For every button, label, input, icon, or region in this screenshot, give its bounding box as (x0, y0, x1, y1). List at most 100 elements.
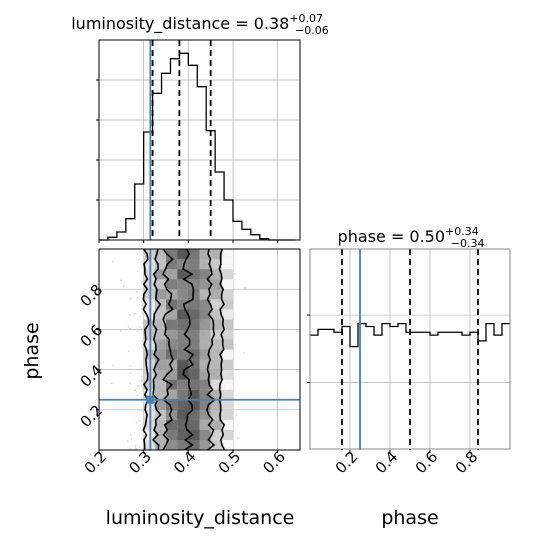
density-cell (210, 419, 222, 430)
density-cell (188, 329, 200, 340)
density-cell (177, 409, 189, 420)
scatter-point (127, 440, 129, 442)
density-cell (154, 429, 166, 440)
density-cell (166, 399, 178, 410)
density-cell (166, 339, 178, 350)
scatter-point (130, 438, 133, 441)
density-cell (143, 339, 155, 350)
density-cell (210, 249, 222, 260)
density-cell (166, 419, 178, 430)
density-cell (143, 309, 155, 320)
scatter-point (244, 287, 246, 289)
density-cell (143, 349, 155, 360)
density-cell (143, 299, 155, 310)
density-cell (177, 399, 189, 410)
density-cell (177, 279, 189, 290)
density-cell (188, 389, 200, 400)
scatter-point (129, 314, 132, 316)
scatter-point (139, 420, 141, 423)
scatter-point (134, 445, 137, 448)
density-cell (143, 259, 155, 270)
density-cell (166, 409, 178, 420)
density-cell (199, 299, 211, 310)
density-cell (188, 309, 200, 320)
density-cell (143, 329, 155, 340)
density-cell (154, 259, 166, 270)
density-cell (188, 429, 200, 440)
scatter-point (122, 285, 125, 288)
density-cell (143, 249, 155, 260)
density-cell (154, 369, 166, 380)
density-cell (199, 389, 211, 400)
density-cell (221, 269, 233, 280)
density-cell (166, 329, 178, 340)
density-cell (177, 379, 189, 390)
contour-line (151, 249, 162, 450)
scatter-point (127, 350, 130, 352)
density-cell (188, 319, 200, 330)
scatter-point (141, 312, 144, 315)
scatter-point (136, 296, 139, 299)
density-cell (221, 389, 233, 400)
density-cell (177, 319, 189, 330)
density-cell (221, 409, 233, 420)
density-cell (166, 279, 178, 290)
density-cell (177, 419, 189, 430)
density-cell (199, 429, 211, 440)
scatter-point (134, 312, 137, 315)
density-cell (188, 299, 200, 310)
contour-line (162, 249, 174, 450)
density-cell (154, 419, 166, 430)
scatter-point (235, 414, 238, 417)
contour-line (182, 249, 195, 450)
density-cell (143, 399, 155, 410)
density-cell (199, 399, 211, 410)
scatter-point (136, 253, 139, 256)
density-cell (143, 439, 155, 450)
density-cell (143, 369, 155, 380)
density-cell (199, 259, 211, 270)
density-cell (166, 319, 178, 330)
density-cell (143, 389, 155, 400)
density-cell (166, 299, 178, 310)
scatter-point (119, 330, 122, 332)
density-cell (199, 419, 211, 430)
density-cell (188, 399, 200, 410)
panel-frame (309, 248, 511, 450)
density-cell (177, 339, 189, 350)
truth-marker (146, 395, 155, 404)
density-cell (221, 309, 233, 320)
histogram-step-luminosity-distance (99, 52, 296, 241)
density-cell (154, 359, 166, 370)
density-cell (199, 249, 211, 260)
density-cell (210, 309, 222, 320)
scatter-point (237, 437, 239, 440)
density-cell (199, 439, 211, 450)
density-cell (221, 259, 233, 270)
density-cell (188, 379, 200, 390)
scatter-point (141, 379, 144, 382)
density-cell (177, 249, 189, 260)
density-cell (210, 359, 222, 370)
density-cell (199, 319, 211, 330)
density-cell (154, 349, 166, 360)
density-cell (210, 389, 222, 400)
scatter-point (141, 381, 144, 383)
scatter-point (112, 364, 114, 367)
panel-frame (98, 39, 301, 241)
density-cell (210, 429, 222, 440)
contour-line (142, 249, 150, 450)
density-cell (177, 429, 189, 440)
density-cell (199, 349, 211, 360)
scatter-point (129, 371, 131, 374)
density-cell (221, 369, 233, 380)
density-cell (210, 319, 222, 330)
density-cell (177, 349, 189, 360)
title-luminosity-distance: luminosity_distance = 0.38+0.07 −0.06 (71, 12, 329, 37)
scatter-point (140, 375, 143, 378)
scatter-point (129, 448, 132, 450)
scatter-point (136, 384, 139, 387)
density-cell (210, 289, 222, 300)
scatter-point (136, 330, 139, 333)
